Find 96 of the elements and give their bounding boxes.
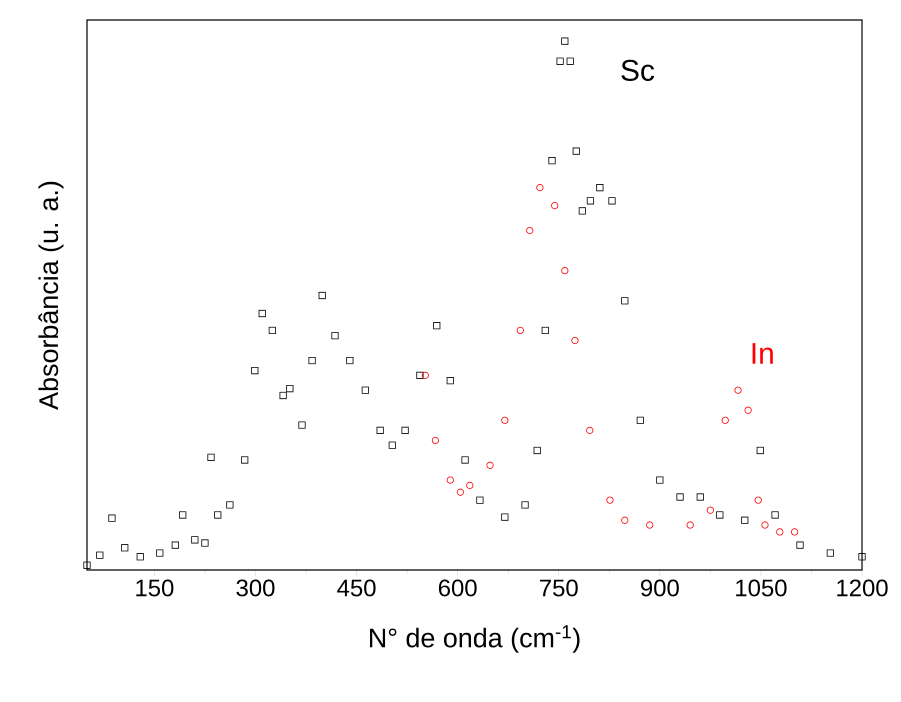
x-tick-label: 450 [337, 580, 376, 596]
point [542, 326, 549, 334]
point [756, 446, 764, 454]
point [476, 496, 484, 504]
point [722, 416, 729, 424]
point [191, 536, 198, 544]
point [826, 549, 834, 557]
point [346, 356, 354, 364]
point [572, 148, 580, 155]
point [401, 426, 409, 434]
point [121, 544, 128, 552]
series-label: In [752, 343, 773, 364]
point [258, 310, 266, 318]
point [136, 553, 144, 560]
x-tick-label: 1200 [837, 580, 888, 596]
x-tick-label: 600 [438, 580, 477, 596]
x-axis-title: N° de onda (cm$^{-1}$) [370, 625, 580, 653]
point [516, 326, 524, 334]
point [536, 184, 544, 192]
point [156, 549, 164, 557]
point [501, 416, 508, 424]
point [791, 528, 798, 536]
x-tick-label: 1050 [736, 580, 787, 596]
point [226, 501, 234, 509]
point [280, 392, 287, 400]
point [241, 456, 248, 464]
point [362, 386, 369, 394]
point [796, 542, 804, 549]
point [776, 528, 784, 536]
point [534, 446, 541, 454]
point [571, 336, 579, 344]
point [286, 384, 294, 392]
point [432, 436, 440, 444]
point [621, 516, 628, 524]
point [561, 267, 568, 274]
point [621, 297, 628, 304]
point [446, 377, 454, 384]
point [556, 58, 564, 65]
point [646, 521, 654, 529]
point [578, 207, 586, 214]
point [318, 292, 326, 300]
point [108, 514, 116, 522]
point [501, 514, 508, 521]
point [596, 184, 604, 192]
point [696, 493, 704, 501]
point [446, 476, 454, 484]
point [606, 496, 614, 504]
point [466, 482, 474, 489]
point [433, 322, 440, 330]
point [741, 516, 748, 524]
point [551, 202, 558, 210]
point [561, 38, 568, 45]
x-tick-label: 300 [236, 580, 274, 596]
point [376, 426, 384, 434]
point [771, 511, 779, 519]
point [388, 442, 396, 449]
x-tick-label: 150 [136, 580, 174, 596]
point [201, 539, 209, 547]
point [608, 197, 616, 204]
point [526, 226, 534, 234]
point [744, 406, 752, 414]
point [461, 456, 469, 464]
point [251, 367, 258, 374]
point [686, 521, 694, 529]
point [706, 506, 714, 514]
point [486, 462, 494, 469]
point [456, 488, 464, 496]
point [83, 562, 91, 569]
point [636, 416, 644, 424]
point [548, 157, 556, 164]
point [308, 356, 316, 364]
point [566, 58, 574, 65]
point [716, 511, 724, 519]
point [586, 426, 594, 434]
point [331, 332, 339, 340]
point [422, 372, 429, 379]
x-tick-label: 750 [540, 580, 578, 596]
x-tick-label: 900 [641, 580, 679, 596]
point [179, 511, 186, 519]
point [761, 521, 769, 529]
point [172, 542, 179, 549]
series-label: Sc [621, 60, 654, 81]
point [96, 552, 104, 559]
point [734, 386, 742, 394]
point [676, 493, 684, 501]
y-axis-title: Absorbância (u. a.) [38, 182, 64, 410]
point [214, 511, 222, 519]
point [416, 372, 424, 379]
point [656, 476, 664, 484]
point [858, 553, 866, 560]
point [754, 496, 762, 504]
point [298, 421, 306, 429]
point [207, 454, 215, 461]
point [268, 326, 276, 334]
point [586, 197, 594, 204]
point [521, 501, 529, 509]
